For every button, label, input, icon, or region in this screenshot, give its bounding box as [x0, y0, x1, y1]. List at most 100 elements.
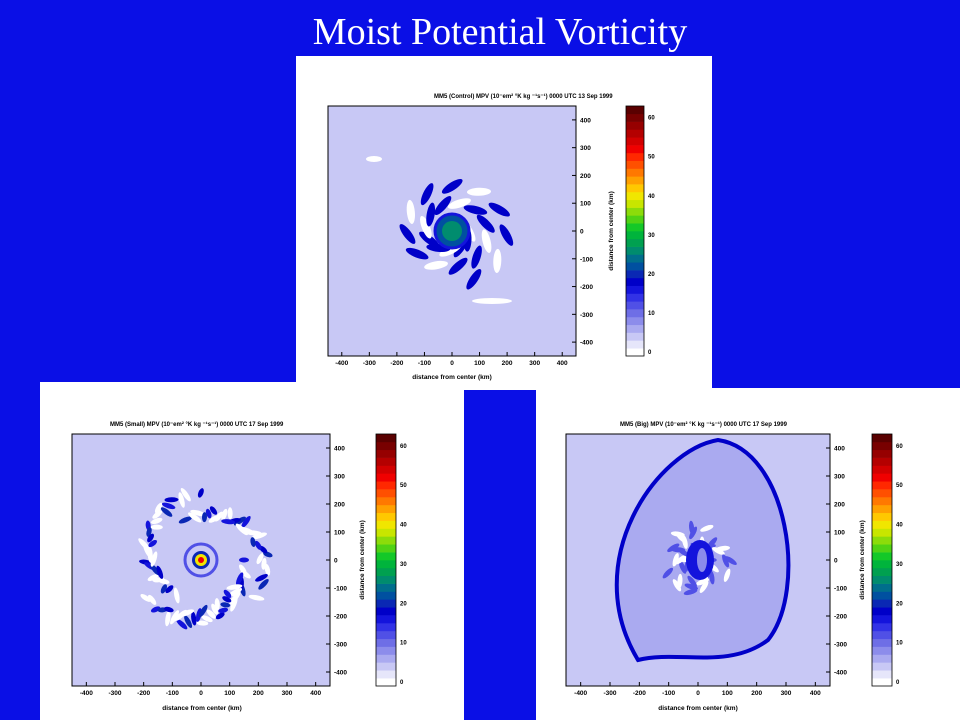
colorbar-swatch: [626, 231, 644, 240]
colorbar-swatch: [376, 662, 396, 671]
x-tick-label: -100: [662, 690, 675, 697]
colorbar-swatch: [872, 615, 892, 624]
plot-field: [327, 105, 577, 357]
plot-title: MM5 (Big) MPV (10⁻em² °K kg ⁻¹s⁻¹) 0000 …: [620, 421, 788, 428]
colorbar-swatch: [376, 552, 396, 561]
colorbar: 0 10 20 30 40 50 60: [871, 433, 903, 687]
y-tick-label: -200: [580, 284, 593, 291]
colorbar-swatch: [376, 646, 396, 655]
y-tick-label: -400: [334, 670, 347, 677]
y-tick-label: 200: [580, 173, 591, 180]
x-tick-label: 200: [253, 690, 264, 697]
colorbar-swatch: [376, 654, 396, 663]
colorbar-swatch: [626, 277, 644, 286]
x-tick-label: 400: [310, 690, 321, 697]
colorbar-tick-label: 0: [648, 350, 652, 356]
x-tick-label: -400: [335, 360, 348, 367]
colorbar-swatch: [626, 207, 644, 216]
x-axis-ticks: -400 -300 -200 -100 0 100 200 300 400: [574, 682, 821, 697]
colorbar-swatch: [626, 106, 644, 115]
colorbar-swatch: [376, 599, 396, 608]
x-tick-label: 300: [781, 690, 792, 697]
colorbar-swatch: [626, 238, 644, 247]
colorbar-swatch: [376, 504, 396, 514]
colorbar-tick-label: 10: [400, 641, 407, 647]
colorbar-swatch: [872, 560, 892, 569]
colorbar-swatch: [376, 630, 396, 640]
colorbar-swatch: [376, 473, 396, 482]
colorbar-swatch: [872, 504, 892, 514]
colorbar-swatch: [626, 199, 644, 208]
y-tick-label: -400: [580, 340, 593, 347]
colorbar-tick-label: 10: [648, 311, 655, 317]
y-tick-label: 100: [580, 201, 591, 208]
x-axis-label: distance from center (km): [412, 374, 491, 381]
colorbar-swatch: [376, 670, 396, 679]
colorbar-swatch: [376, 520, 396, 529]
colorbar-swatch: [872, 528, 892, 537]
colorbar-tick-label: 30: [648, 233, 655, 239]
y-tick-label: -100: [580, 256, 593, 263]
colorbar-tick-label: 60: [400, 444, 407, 450]
y-tick-label: -100: [834, 586, 847, 593]
y-tick-label: -300: [334, 642, 347, 649]
colorbar-swatch: [376, 441, 396, 451]
x-tick-label: -300: [363, 360, 376, 367]
colorbar-swatch: [376, 615, 396, 624]
colorbar-swatch: [872, 623, 892, 632]
colorbar-swatch: [872, 654, 892, 663]
colorbar-tick-label: 40: [400, 523, 407, 529]
colorbar-swatch: [626, 262, 644, 271]
colorbar-swatch: [626, 168, 644, 177]
x-tick-label: 300: [282, 690, 293, 697]
x-tick-label: -200: [390, 360, 403, 367]
y-tick-label: -200: [834, 614, 847, 621]
slide-title: Moist Potential Vorticity: [312, 11, 688, 53]
colorbar-tick-label: 60: [896, 444, 903, 450]
x-tick-label: -300: [108, 690, 121, 697]
x-tick-label: -100: [418, 360, 431, 367]
colorbar-swatch: [872, 678, 892, 687]
y-tick-label: -400: [834, 670, 847, 677]
y-tick-label: 300: [580, 145, 591, 152]
x-tick-label: 0: [696, 690, 700, 697]
colorbar: 0 10 20 30 40 50 60: [625, 105, 655, 357]
x-tick-label: -400: [574, 690, 587, 697]
colorbar-swatch: [626, 285, 644, 294]
mpv-panel-small: MM5 (Small) MPV (10⁻em² °K kg ⁻¹s⁻¹) 000…: [40, 382, 464, 720]
y-tick-label: 0: [580, 229, 584, 236]
vorticity-field: [614, 437, 791, 663]
colorbar-tick-label: 20: [400, 601, 407, 607]
x-axis-label: distance from center (km): [162, 705, 241, 712]
colorbar-tick-label: 0: [896, 680, 900, 686]
colorbar-swatch: [626, 152, 644, 161]
colorbar-swatch: [626, 332, 644, 341]
colorbar-swatch: [376, 434, 396, 443]
y-tick-label: 300: [334, 474, 345, 481]
colorbar-swatch: [872, 583, 892, 592]
y-tick-label: 0: [334, 558, 338, 565]
x-tick-label: 200: [751, 690, 762, 697]
plot-title: MM5 (Small) MPV (10⁻em² °K kg ⁻¹s⁻¹) 000…: [110, 421, 284, 428]
colorbar-swatch: [376, 560, 396, 569]
y-tick-label: 0: [834, 558, 838, 565]
colorbar-swatch: [376, 512, 396, 521]
colorbar-tick-label: 50: [896, 483, 903, 489]
vorticity-field: [138, 487, 273, 630]
x-tick-label: -200: [137, 690, 150, 697]
y-tick-label: 200: [834, 502, 845, 509]
colorbar-swatch: [872, 552, 892, 561]
y-tick-label: -300: [580, 312, 593, 319]
x-tick-label: -100: [166, 690, 179, 697]
y-axis-ticks: 400 300 200 100 0 -100 -200 -300 -400: [326, 446, 347, 677]
x-axis-label: distance from center (km): [658, 705, 737, 712]
colorbar-swatch: [872, 441, 892, 451]
colorbar-tick-label: 30: [896, 562, 903, 568]
colorbar-swatch: [376, 481, 396, 490]
colorbar-swatch: [626, 113, 644, 122]
colorbar-swatch: [376, 536, 396, 545]
plot-field: [565, 433, 831, 687]
y-tick-label: 400: [580, 117, 591, 124]
x-tick-label: -300: [603, 690, 616, 697]
colorbar-swatch: [872, 591, 892, 600]
